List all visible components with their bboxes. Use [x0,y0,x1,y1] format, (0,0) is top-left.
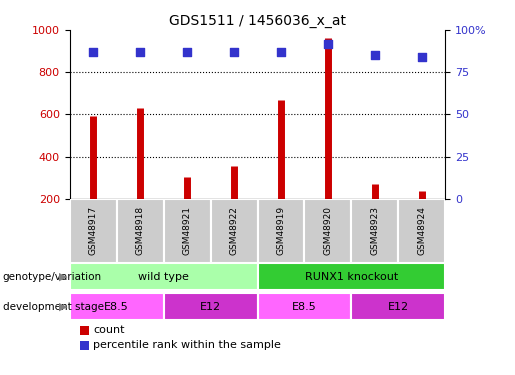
Text: wild type: wild type [138,272,189,282]
Text: GSM48917: GSM48917 [89,206,97,255]
Bar [258,199,304,262]
Bar [351,199,399,262]
Bar [164,199,211,262]
Text: GSM48920: GSM48920 [323,206,333,255]
Bar [211,199,258,262]
Bar [70,293,164,320]
Point [230,49,238,55]
Point [183,49,191,55]
Bar [399,199,445,262]
Text: GSM48918: GSM48918 [135,206,145,255]
Bar [164,293,258,320]
Text: GSM48923: GSM48923 [370,206,380,255]
Text: RUNX1 knockout: RUNX1 knockout [305,272,398,282]
Point [371,53,379,58]
Point [89,49,97,55]
Point [418,54,426,60]
Text: GSM48919: GSM48919 [277,206,285,255]
Text: genotype/variation: genotype/variation [3,272,101,282]
Text: ▶: ▶ [59,272,67,282]
Text: E8.5: E8.5 [292,302,317,312]
Bar [351,293,445,320]
Text: E8.5: E8.5 [104,302,129,312]
Title: GDS1511 / 1456036_x_at: GDS1511 / 1456036_x_at [169,13,346,28]
Text: count: count [93,326,125,335]
Text: development stage: development stage [3,302,104,312]
Text: E12: E12 [388,302,409,312]
Text: E12: E12 [200,302,221,312]
Bar [70,199,116,262]
Text: GSM48924: GSM48924 [418,206,426,255]
Point [324,40,332,46]
Bar [70,263,258,290]
Bar [258,293,351,320]
Bar [258,263,445,290]
Bar [304,199,352,262]
Text: GSM48921: GSM48921 [182,206,192,255]
Text: percentile rank within the sample: percentile rank within the sample [93,340,281,350]
Bar [116,199,164,262]
Text: ▶: ▶ [59,302,67,312]
Text: GSM48922: GSM48922 [230,206,238,255]
Point [136,49,144,55]
Point [277,49,285,55]
